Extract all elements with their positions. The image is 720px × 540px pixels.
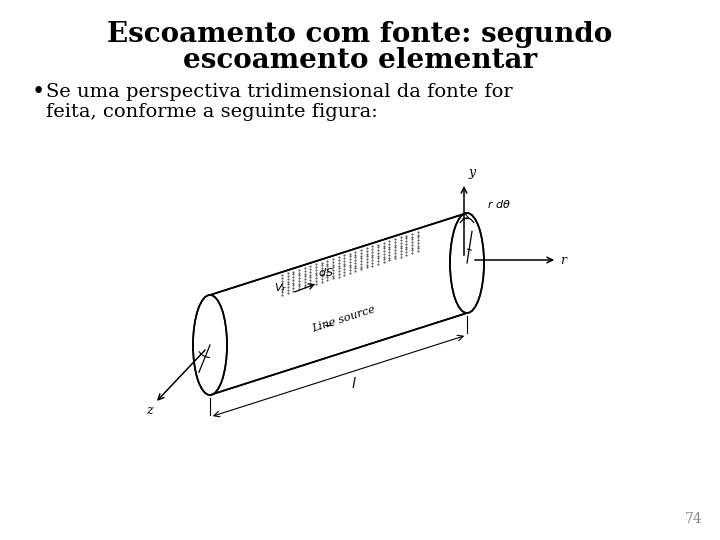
Ellipse shape (193, 295, 227, 395)
Text: $\theta$: $\theta$ (472, 239, 480, 251)
Text: r: r (196, 358, 202, 368)
Text: feita, conforme a seguinte figura:: feita, conforme a seguinte figura: (46, 103, 378, 121)
Text: y: y (468, 166, 475, 179)
Text: Se uma perspectiva tridimensional da fonte for: Se uma perspectiva tridimensional da fon… (46, 83, 513, 101)
Text: $V_r$: $V_r$ (274, 281, 287, 295)
Text: Line source: Line source (310, 304, 377, 334)
Text: $\theta$: $\theta$ (204, 363, 212, 375)
Text: r: r (560, 253, 566, 267)
Text: $dS$: $dS$ (318, 266, 333, 278)
Text: $l$: $l$ (351, 376, 356, 391)
Text: escoamento elementar: escoamento elementar (183, 46, 537, 73)
Text: r: r (473, 225, 478, 235)
Polygon shape (210, 213, 467, 395)
Text: 74: 74 (685, 512, 703, 526)
Text: Escoamento com fonte: segundo: Escoamento com fonte: segundo (107, 22, 613, 49)
Text: $-$: $-$ (323, 319, 334, 332)
Text: •: • (32, 81, 45, 103)
Ellipse shape (450, 213, 484, 313)
Text: z: z (146, 403, 153, 416)
Text: $r\ d\theta$: $r\ d\theta$ (487, 199, 511, 211)
